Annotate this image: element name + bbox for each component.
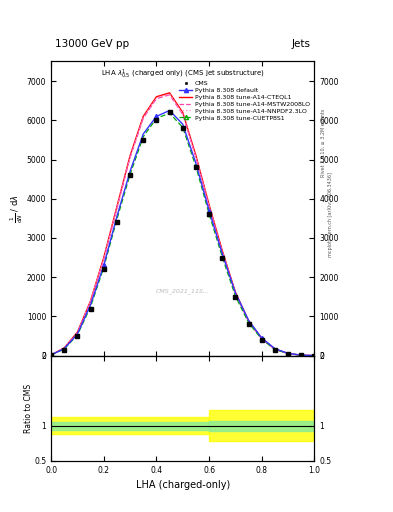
Text: LHA $\lambda^{1}_{0.5}$ (charged only) (CMS jet substructure): LHA $\lambda^{1}_{0.5}$ (charged only) (… [101,67,265,80]
Text: mcplots.cern.ch [arXiv:1306.3436]: mcplots.cern.ch [arXiv:1306.3436] [328,173,333,258]
X-axis label: LHA (charged-only): LHA (charged-only) [136,480,230,490]
Legend: CMS, Pythia 8.308 default, Pythia 8.308 tune-A14-CTEQL1, Pythia 8.308 tune-A14-M: CMS, Pythia 8.308 default, Pythia 8.308 … [177,79,311,122]
Text: CMS_2021_11S...: CMS_2021_11S... [156,288,210,294]
Text: 13000 GeV pp: 13000 GeV pp [55,38,129,49]
Y-axis label: $\frac{1}{\mathrm{d}N}$ / $\mathrm{d}\lambda$: $\frac{1}{\mathrm{d}N}$ / $\mathrm{d}\la… [9,194,25,223]
Text: Jets: Jets [292,38,310,49]
Y-axis label: Ratio to CMS: Ratio to CMS [24,383,33,433]
Text: Rivet 3.1.10, ≥ 3.2M events: Rivet 3.1.10, ≥ 3.2M events [320,109,325,178]
